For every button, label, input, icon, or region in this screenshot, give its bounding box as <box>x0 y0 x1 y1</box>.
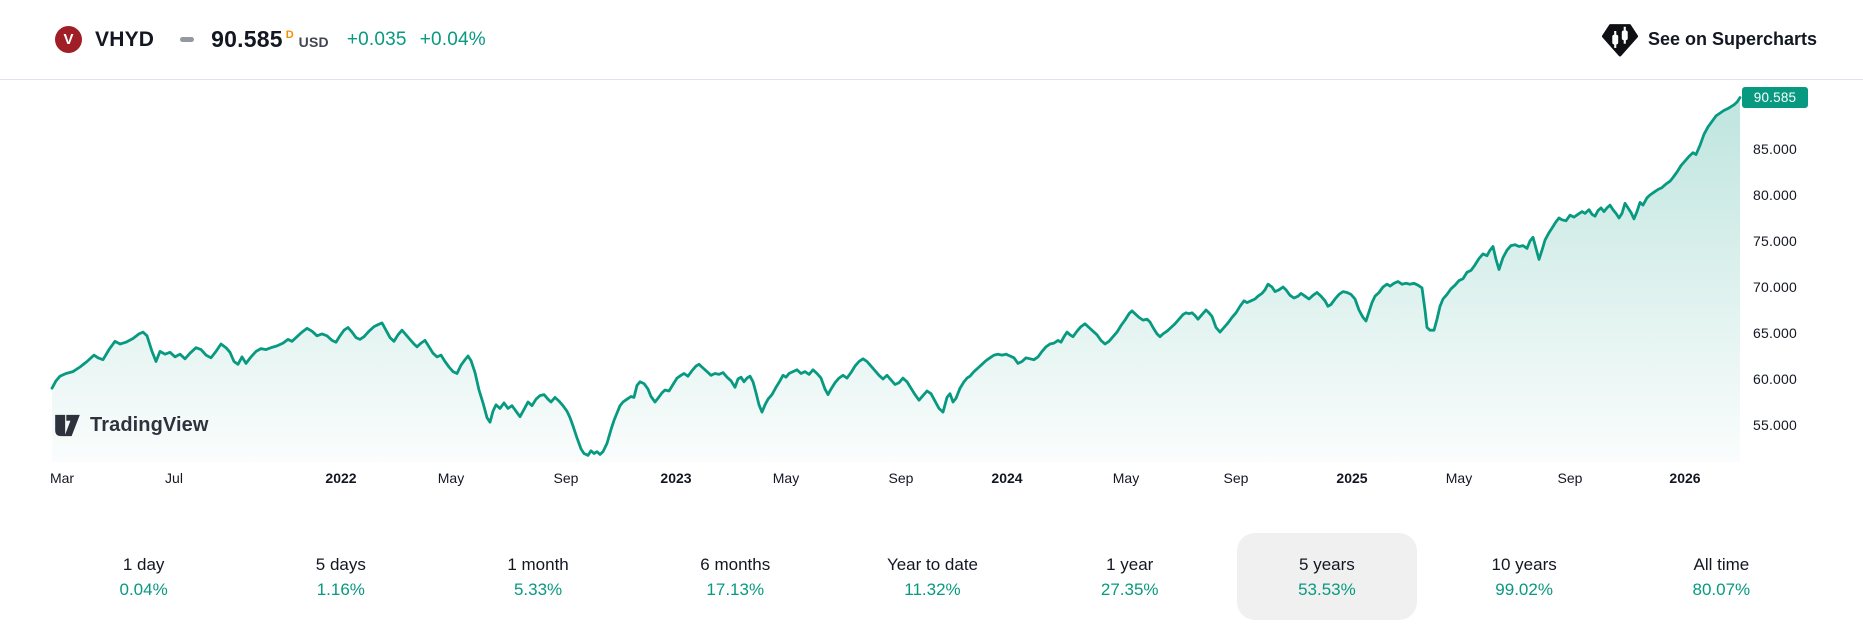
vanguard-logo-letter: V <box>63 31 74 48</box>
price-axis-label: 80.000 <box>1753 187 1798 203</box>
price-group: 90.585 D USD <box>211 26 329 53</box>
time-axis-label: May <box>1445 470 1473 486</box>
range-label: 10 years <box>1491 554 1557 574</box>
dash-separator-icon <box>180 37 195 42</box>
price-axis-label: 55.000 <box>1753 417 1798 433</box>
last-price-badge-value: 90.585 <box>1753 90 1797 106</box>
range-button-10-years[interactable]: 10 years 99.02% <box>1435 533 1614 620</box>
range-return-value: 11.32% <box>904 579 961 599</box>
range-label: Year to date <box>886 554 979 574</box>
price-axis-label: 75.000 <box>1753 233 1798 249</box>
time-axis-label: 2023 <box>660 470 692 486</box>
time-axis-label: Jul <box>165 470 183 486</box>
area-chart-canvas[interactable] <box>0 0 1863 520</box>
range-return-value: 5.33% <box>513 579 563 599</box>
time-axis-label: 2022 <box>325 470 357 486</box>
market-status-badge: D <box>285 29 294 41</box>
range-label: 6 months <box>700 554 771 574</box>
last-price-badge: 90.585 <box>1742 87 1808 109</box>
tradingview-watermark[interactable]: TradingView <box>54 413 209 438</box>
price-chart[interactable]: TradingView 85.000 80.000 75.000 70.000 65.0… <box>0 0 1863 520</box>
range-return-value: 17.13% <box>706 579 765 599</box>
area-fill <box>52 97 1740 462</box>
see-on-supercharts-link[interactable]: See on Supercharts <box>1601 22 1817 58</box>
range-button-1-year[interactable]: 1 year 27.35% <box>1040 533 1219 620</box>
vanguard-logo: V <box>55 26 82 53</box>
range-label: All time <box>1693 554 1750 574</box>
range-return-value: 99.02% <box>1495 579 1553 599</box>
range-selector: 1 day 0.04% 5 days 1.16% 1 month 5.33% 6 month… <box>45 533 1820 620</box>
time-axis-label: May <box>772 470 800 486</box>
range-return-value: 27.35% <box>1100 579 1159 599</box>
range-label: 5 years <box>1299 554 1355 574</box>
time-axis-label: Sep <box>1223 470 1249 486</box>
currency-label: USD <box>298 34 329 50</box>
range-return-value: 1.16% <box>316 579 365 599</box>
range-button-year-to-date[interactable]: Year to date 11.32% <box>843 533 1022 620</box>
range-button-5-years[interactable]: 5 years 53.53% <box>1237 533 1417 620</box>
range-label: 1 year <box>1106 554 1154 574</box>
time-axis-label: Sep <box>888 470 914 486</box>
header-divider <box>0 79 1863 80</box>
range-return-value: 53.53% <box>1298 579 1356 599</box>
price-changes: +0.035 +0.04% <box>347 29 486 51</box>
see-on-supercharts-label: See on Supercharts <box>1647 29 1817 49</box>
range-return-value: 0.04% <box>119 579 168 599</box>
range-button-1-day[interactable]: 1 day 0.04% <box>54 533 233 620</box>
price-change-percent: +0.04% <box>419 28 486 50</box>
time-axis-label: Sep <box>553 470 579 486</box>
range-button-all-time[interactable]: All time 80.07% <box>1632 533 1811 620</box>
range-return-value: 80.07% <box>1692 579 1751 599</box>
range-label: 5 days <box>315 554 366 574</box>
range-button-6-months[interactable]: 6 months 17.13% <box>646 533 825 620</box>
supercharts-icon <box>1601 22 1638 58</box>
price-line <box>50 96 1742 457</box>
price-axis-label: 60.000 <box>1753 371 1798 387</box>
range-button-5-days[interactable]: 5 days 1.16% <box>251 533 430 620</box>
price-axis-label: 85.000 <box>1753 141 1798 157</box>
range-label: 1 month <box>507 554 569 574</box>
time-axis-label: May <box>1112 470 1140 486</box>
time-axis-label: May <box>437 470 465 486</box>
price-axis-label: 65.000 <box>1753 325 1798 341</box>
price-change-absolute: +0.035 <box>346 28 407 50</box>
range-button-1-month[interactable]: 1 month 5.33% <box>448 533 627 620</box>
time-axis-label: 2024 <box>991 470 1023 486</box>
range-label: 1 day <box>122 554 165 574</box>
tradingview-logo-icon <box>54 413 81 438</box>
tradingview-watermark-label: TradingView <box>90 414 209 436</box>
header: V VHYD 90.585 D USD +0.035 +0.04% See on… <box>0 0 1863 79</box>
price-axis-label: 70.000 <box>1753 279 1798 295</box>
time-axis-label: 2025 <box>1336 470 1368 486</box>
time-axis-label: Sep <box>1557 470 1583 486</box>
ticker-symbol: VHYD <box>95 27 155 51</box>
time-axis-label: Mar <box>49 470 75 486</box>
time-axis-label: 2026 <box>1669 470 1701 486</box>
last-price: 90.585 <box>211 26 283 52</box>
